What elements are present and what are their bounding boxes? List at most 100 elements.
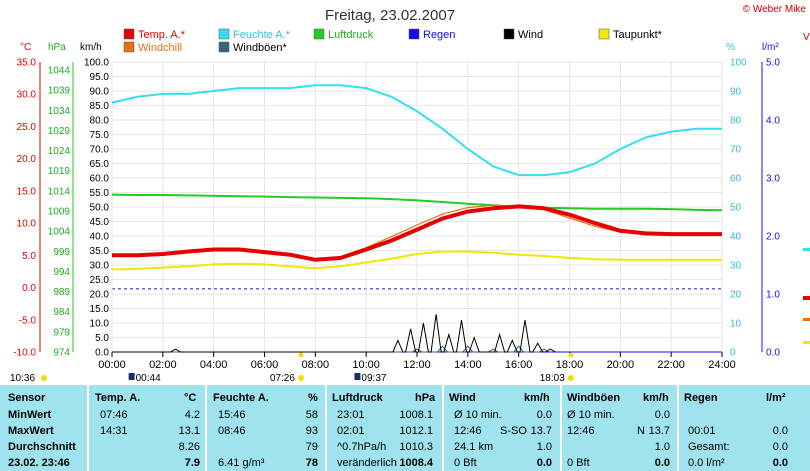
temp-tick-label: -5.0 — [19, 315, 37, 326]
moon-time-label: 00:44 — [136, 373, 161, 384]
stats-separator — [560, 385, 562, 471]
rain-unit-label: l/m² — [762, 42, 779, 53]
grid-lines — [111, 61, 723, 353]
pressure-tick-label: 999 — [53, 247, 70, 258]
stats-cell-press-time: veränderlich — [337, 457, 397, 469]
stats-cell-label: MaxWert — [8, 425, 54, 437]
stats-cell-temp-val: 8.26 — [178, 441, 200, 453]
moon-time-label: 09:37 — [361, 373, 386, 384]
stats-cell-wind-a: Ø 10 min. — [454, 409, 502, 421]
weather-chart: Freitag, 23.02.2007 © Weber Mike °C hPa … — [10, 4, 810, 384]
moon-icon — [354, 373, 361, 380]
legend-label: Windchill — [138, 42, 182, 54]
wind-tick-label: 85.0 — [90, 101, 110, 112]
time-tick-label: 10:00 — [352, 359, 380, 371]
stats-cell-press-time: 02:01 — [337, 425, 365, 437]
legend-swatch — [503, 28, 515, 40]
stats-cell-wind-val: 13.7 — [530, 425, 552, 437]
stats-header-press-unit: hPa — [415, 392, 436, 404]
temp-tick-label: 20.0 — [17, 154, 37, 165]
wind-tick-label: 15.0 — [90, 304, 110, 315]
stats-header-rain-unit: l/m² — [766, 392, 786, 404]
sun-time-label: 18:03 — [540, 373, 565, 384]
series-line — [111, 250, 722, 271]
time-tick-label: 12:00 — [403, 359, 431, 371]
sun-moon-row: 10:36 00:44 07:26 09:37 18:03 — [10, 352, 574, 384]
stats-cell-rain-a: 0.0 l/m² — [688, 457, 725, 469]
sun-icon — [567, 375, 574, 381]
rain-tick-label: 2.0 — [766, 232, 780, 243]
stats-cell-temp-time: 07:46 — [100, 409, 128, 421]
time-tick-label: 00:00 — [98, 359, 126, 371]
humidity-tick-label: 90 — [730, 87, 742, 98]
stats-cell-gust-b: N — [637, 425, 645, 437]
pressure-tick-label: 1034 — [48, 106, 71, 117]
time-tick-label: 02:00 — [149, 359, 177, 371]
stats-cell-rain-val: 0.0 — [772, 457, 788, 469]
rain-tick-label: 5.0 — [766, 58, 780, 69]
stats-cell-wind-a: 0 Bft — [454, 457, 477, 469]
wind-tick-label: 95.0 — [90, 72, 110, 83]
stats-cell-press-time: ^0.7hPa/h — [337, 441, 387, 453]
stats-cell-wind-a: 12:46 — [454, 425, 482, 437]
stats-header-rain: Regen — [684, 392, 718, 404]
stats-cell-gust-a: 0 Bft — [567, 457, 590, 469]
humidity-tick-label: 80 — [730, 116, 742, 127]
pressure-tick-label: 1009 — [48, 207, 71, 218]
wind-tick-label: 10.0 — [90, 319, 110, 330]
legend-swatch — [218, 41, 230, 53]
humidity-tick-label: 70 — [730, 145, 742, 156]
humidity-tick-label: 20 — [730, 290, 742, 301]
rain-tick-label: 0.0 — [766, 348, 780, 359]
stats-cell-label: Durchschnitt — [8, 441, 76, 453]
legend-swatch — [123, 41, 135, 53]
pressure-tick-label: 974 — [53, 348, 70, 359]
series-line — [111, 84, 722, 177]
stats-cell-label: 23.02. 23:46 — [8, 457, 70, 469]
stats-header-wind: Wind — [449, 392, 476, 404]
sun-marker — [298, 352, 304, 358]
wind-tick-label: 75.0 — [90, 130, 110, 141]
stats-header-press: Luftdruck — [332, 392, 383, 404]
stats-cell-press-val: 1010.3 — [399, 441, 433, 453]
wind-tick-label: 65.0 — [90, 159, 110, 170]
pressure-tick-label: 1024 — [48, 146, 71, 157]
humidity-tick-label: 40 — [730, 232, 742, 243]
stats-header-temp-unit: °C — [184, 392, 197, 404]
stats-cell-temp-time: 14:31 — [100, 425, 128, 437]
wind-tick-label: 35.0 — [90, 246, 110, 257]
stats-cell-press-val: 1008.4 — [399, 457, 433, 469]
stats-cell-hum-val: 78 — [305, 457, 318, 469]
time-tick-label: 20:00 — [607, 359, 635, 371]
wind-tick-label: 55.0 — [90, 188, 110, 199]
series-line — [112, 204, 722, 262]
wind-tick-label: 30.0 — [90, 261, 110, 272]
edge-marker-label: V — [803, 32, 810, 43]
wind-spike-line — [112, 314, 556, 353]
stats-cell-hum-time: 6.41 g/m³ — [218, 457, 265, 469]
stats-cell-press-val: 1012.1 — [399, 425, 433, 437]
temp-tick-label: -10.0 — [13, 348, 36, 359]
stats-header-hum: Feuchte A. — [213, 392, 269, 404]
time-tick-label: 08:00 — [302, 359, 330, 371]
edge-marker-red — [803, 296, 810, 300]
time-tick-label: 24:00 — [708, 359, 736, 371]
pressure-tick-label: 1019 — [48, 166, 71, 177]
wind-tick-label: 45.0 — [90, 217, 110, 228]
pressure-tick-label: 994 — [53, 267, 70, 278]
stats-separator — [205, 385, 207, 471]
stats-cell-hum-time: 15:46 — [218, 409, 246, 421]
stats-header-sensor: Sensor — [8, 392, 46, 404]
edge-marker-cyan — [803, 248, 810, 251]
wind-tick-label: 20.0 — [90, 290, 110, 301]
wind-tick-label: 0.0 — [95, 348, 109, 359]
legend-swatch — [313, 28, 325, 40]
temp-tick-label: 15.0 — [17, 186, 37, 197]
legend-label: Taupunkt* — [613, 29, 663, 41]
edge-marker-yellow — [803, 341, 810, 344]
stats-cell-label: MinWert — [8, 409, 52, 421]
wind-unit-label: km/h — [80, 42, 102, 53]
wind-tick-label: 100.0 — [84, 58, 109, 69]
stats-cell-press-val: 1008.1 — [399, 409, 433, 421]
pressure-tick-label: 989 — [53, 287, 70, 298]
